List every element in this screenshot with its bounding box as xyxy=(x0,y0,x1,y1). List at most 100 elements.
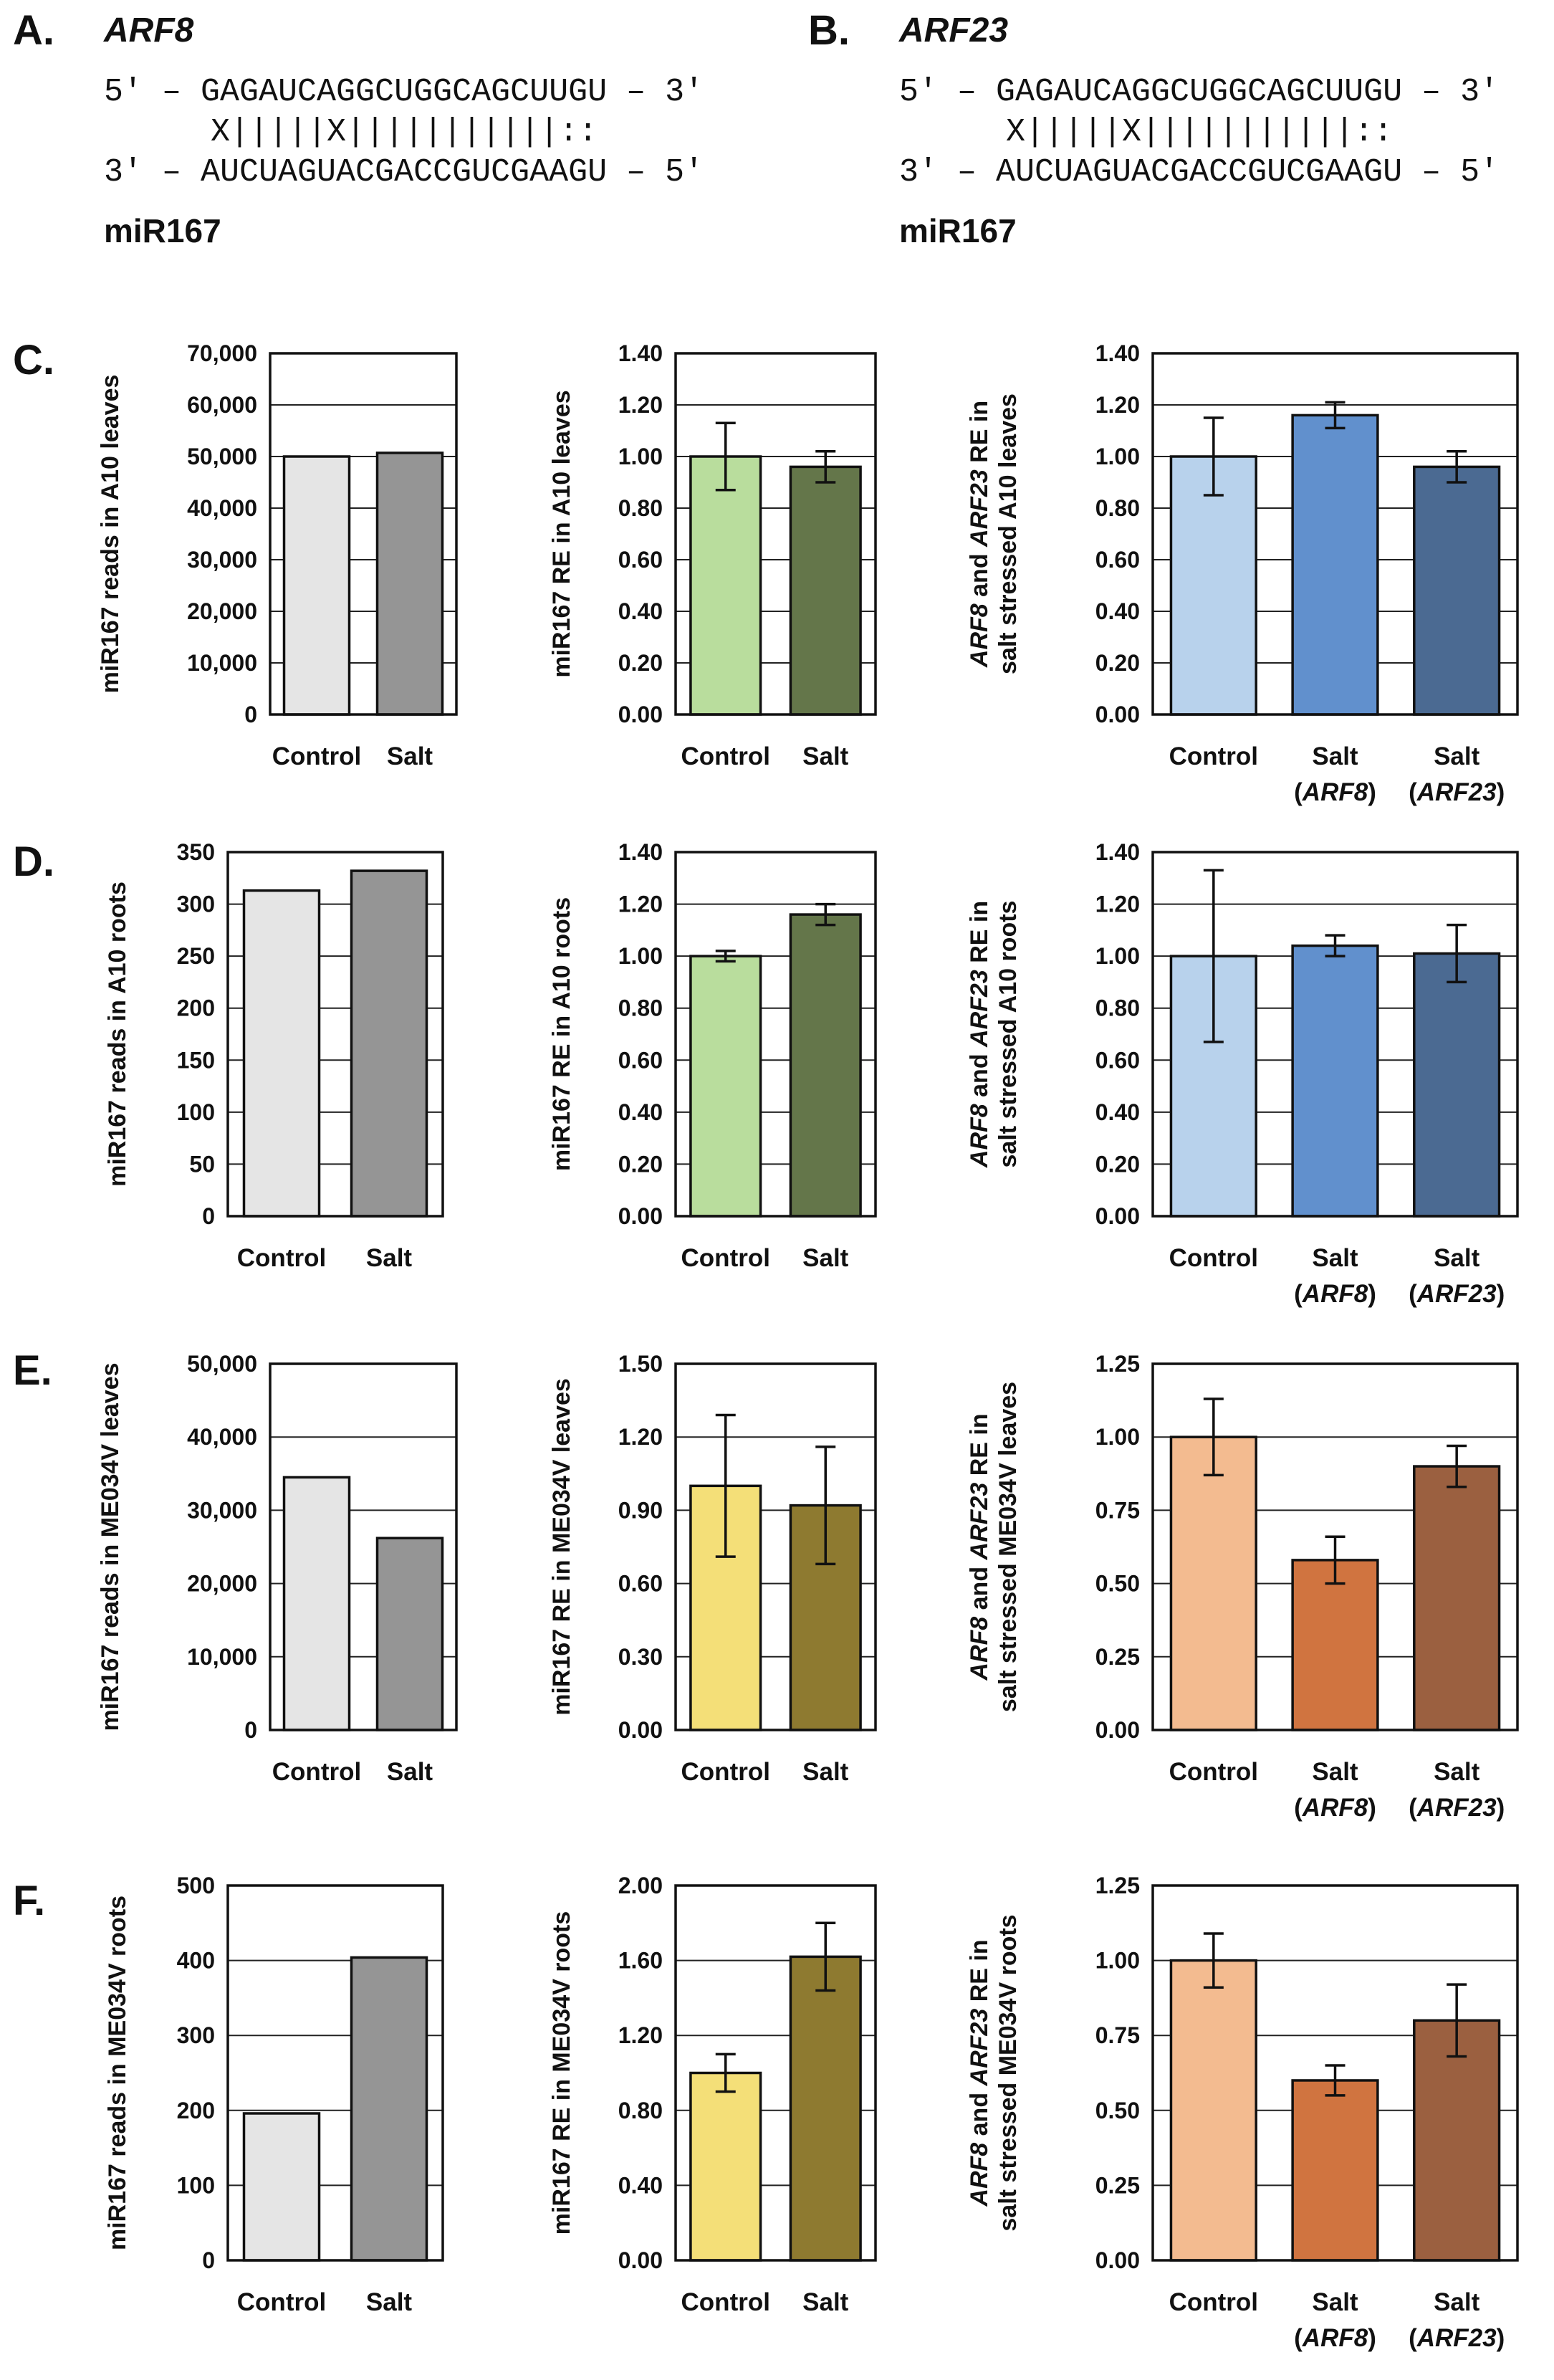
y-axis-label: miR167 reads in ME034V roots xyxy=(104,1896,131,2250)
y-tick-label: 250 xyxy=(177,943,215,969)
y-tick-label: 0.60 xyxy=(1095,547,1140,573)
error-bar xyxy=(815,1445,836,1566)
y-tick-label: 0 xyxy=(244,702,257,727)
x-category-label: Control xyxy=(1169,742,1258,770)
y-tick-label: 0.80 xyxy=(618,495,663,521)
y-axis-label: miR167 RE in A10 roots xyxy=(548,897,575,1171)
y-tick-label: 0.90 xyxy=(618,1497,663,1523)
x-category-label: Salt xyxy=(802,2288,849,2316)
error-bar xyxy=(1203,869,1224,1043)
error-bar xyxy=(1203,1932,1224,1989)
y-tick-label: 1.20 xyxy=(1095,392,1140,418)
y-tick-label: 0.25 xyxy=(1095,2172,1140,2198)
x-category-label: Control xyxy=(681,1244,770,1272)
y-axis-label-line1: ARF8 and ARF23 RE in xyxy=(966,901,993,1168)
bar xyxy=(689,2071,762,2262)
y-tick-label: 100 xyxy=(177,1099,215,1125)
y-tick-label: 0.00 xyxy=(1095,2247,1140,2273)
y-tick-label: 40,000 xyxy=(187,1424,257,1450)
y-tick-label: 0.80 xyxy=(618,2098,663,2123)
x-category-label: Control xyxy=(1169,1758,1258,1786)
chart-e2: 0.00 0.30 0.60 0.90 1.20 1.50 Control Salt miR16… xyxy=(548,1351,877,1786)
y-tick-label: 0.00 xyxy=(1095,702,1140,727)
plot-frame xyxy=(674,851,877,1218)
error-bar xyxy=(1203,1397,1224,1477)
y-tick-label: 0.60 xyxy=(618,1571,663,1597)
plot-frame xyxy=(226,851,444,1218)
y-tick-label: 10,000 xyxy=(187,650,257,676)
y-tick-label: 1.60 xyxy=(618,1948,663,1974)
y-tick-label: 100 xyxy=(177,2172,215,2198)
plot-frame xyxy=(674,1884,877,2262)
bar xyxy=(1413,952,1501,1218)
x-category-label: Salt xyxy=(366,2288,413,2316)
y-tick-label: 350 xyxy=(177,839,215,865)
plot-frame xyxy=(1151,1362,1519,1731)
y-tick-label: 1.50 xyxy=(618,1351,663,1377)
bar xyxy=(1413,465,1501,716)
error-bar xyxy=(1203,416,1224,497)
y-axis-label-line2: salt stressed ME034V roots xyxy=(994,1914,1022,2231)
bar xyxy=(1413,2019,1501,2262)
x-category-label: Control xyxy=(681,2288,770,2316)
y-tick-label: 0.60 xyxy=(618,547,663,573)
y-tick-label: 1.20 xyxy=(618,892,663,917)
y-tick-label: 200 xyxy=(177,995,215,1021)
error-bar xyxy=(1447,1444,1467,1488)
alignment-a-top-strand: 5′ – GAGAUCAGGCUGGCAGCUUGU – 3′ xyxy=(104,74,704,110)
y-tick-label: 0.80 xyxy=(1095,995,1140,1021)
y-tick-label: 0 xyxy=(244,1717,257,1743)
y-axis-label: miR167 RE in A10 leaves xyxy=(548,390,575,677)
y-tick-label: 0.60 xyxy=(618,1047,663,1073)
bar xyxy=(689,455,762,716)
y-tick-label: 0.75 xyxy=(1095,2022,1140,2048)
error-bar xyxy=(1325,2064,1346,2097)
error-bar xyxy=(715,950,736,963)
chart-f1: 0 100 200 300 400 500 Control Salt miR167 reads … xyxy=(104,1873,444,2316)
panel-label-d: D. xyxy=(13,838,54,885)
y-tick-label: 50,000 xyxy=(187,444,257,469)
y-tick-label: 500 xyxy=(177,1873,215,1898)
y-tick-label: 1.25 xyxy=(1095,1873,1140,1898)
plot-frame xyxy=(269,1362,458,1731)
y-axis-label: miR167 reads in A10 leaves xyxy=(97,375,124,694)
alignment-a-gene: ARF8 xyxy=(103,11,194,49)
plot-frame xyxy=(1151,851,1519,1218)
y-tick-label: 400 xyxy=(177,1948,215,1974)
bar xyxy=(375,1537,444,1731)
x-category-label: Salt xyxy=(802,742,849,770)
bar xyxy=(689,955,762,1218)
y-tick-label: 20,000 xyxy=(187,598,257,624)
y-tick-label: 70,000 xyxy=(187,340,257,366)
alignment-a-bottom-strand: 3′ – AUCUAGUACGACCGUCGAAGU – 5′ xyxy=(104,154,704,191)
y-tick-label: 150 xyxy=(177,1047,215,1073)
panel-a-alignment: A. ARF8 5′ – GAGAUCAGGCUGGCAGCUUGU – 3′ … xyxy=(13,7,704,249)
panel-label-e: E. xyxy=(13,1347,52,1394)
y-tick-label: 1.00 xyxy=(618,444,663,469)
x-category-label: Salt xyxy=(366,1244,413,1272)
plot-frame xyxy=(1151,352,1519,716)
x-category-label: Salt xyxy=(1434,1244,1480,1272)
x-category-label: Salt xyxy=(1312,1244,1358,1272)
y-tick-label: 1.00 xyxy=(1095,1424,1140,1450)
y-tick-label: 0.00 xyxy=(618,1717,663,1743)
y-tick-label: 0.30 xyxy=(618,1644,663,1670)
bar xyxy=(1169,1959,1257,2262)
bar xyxy=(789,1955,862,2262)
x-category-label: Salt xyxy=(1312,2288,1358,2316)
y-tick-label: 0.00 xyxy=(618,1203,663,1229)
chart-d1: 0 50 100 150 200 250 300 350 Control Salt miR167 r… xyxy=(104,839,444,1272)
chart-e1: 0 10,000 20,000 30,000 40,000 50,000 Control Sa… xyxy=(97,1351,458,1786)
x-category-label: Control xyxy=(681,1758,770,1786)
bar xyxy=(1291,414,1379,716)
y-tick-label: 1.20 xyxy=(618,2022,663,2048)
plot-frame xyxy=(269,352,458,716)
chart-f3: 0.00 0.25 0.50 0.75 1.00 1.25 Control Salt (ARF8… xyxy=(966,1873,1519,2352)
bar xyxy=(1291,2079,1379,2262)
error-bar xyxy=(1325,1535,1346,1585)
y-axis-label: miR167 reads in A10 roots xyxy=(104,881,131,1187)
bar xyxy=(1291,1559,1379,1731)
y-tick-label: 300 xyxy=(177,892,215,917)
charts: 0 10,000 20,000 30,000 40,000 50,000 60,000 70,… xyxy=(97,340,1519,2352)
